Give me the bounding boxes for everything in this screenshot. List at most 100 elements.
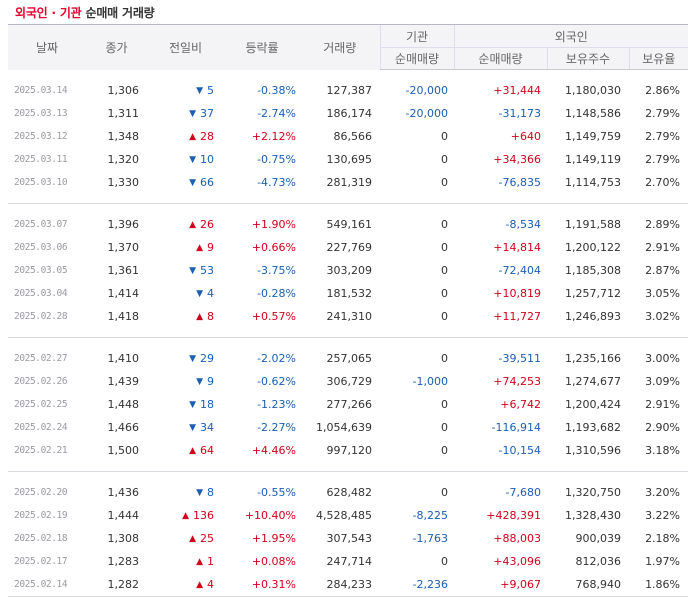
cell-foreign-holdings: 1,235,166 [547,347,629,370]
cell-institution-net: 0 [380,259,454,282]
cell-foreign-holdings: 1,149,119 [547,148,629,171]
group-spacer [8,462,688,472]
cell-foreign-holdings: 900,039 [547,527,629,550]
cell-institution-net: 0 [380,305,454,328]
triangle-up-icon: ▲ [189,132,196,142]
cell-change: ▼53 [147,259,224,282]
cell-rate: -0.62% [224,370,300,393]
header-volume[interactable]: 거래량 [300,25,380,70]
cell-change: ▲9 [147,236,224,259]
cell-change: ▼5 [147,79,224,102]
cell-institution-net: 0 [380,393,454,416]
cell-rate: -0.28% [224,282,300,305]
cell-rate: +2.12% [224,125,300,148]
triangle-down-icon: ▼ [196,86,203,96]
cell-close: 1,439 [86,370,147,393]
cell-institution-net: -20,000 [380,102,454,125]
cell-close: 1,370 [86,236,147,259]
cell-change: ▲8 [147,305,224,328]
cell-date: 2025.03.05 [8,259,86,282]
triangle-down-icon: ▼ [189,155,196,165]
triangle-up-icon: ▲ [189,220,196,230]
cell-foreign-net: +14,814 [454,236,547,259]
cell-change: ▲ 64 [147,439,224,462]
cell-volume: 186,174 [300,102,380,125]
cell-close: 1,361 [86,259,147,282]
cell-change: ▼10 [147,148,224,171]
cell-foreign-holdings: 1,200,424 [547,393,629,416]
cell-rate: -0.55% [224,481,300,504]
triangle-up-icon: ▲ [189,534,196,544]
cell-volume: 628,482 [300,481,380,504]
cell-change: ▲136 [147,504,224,527]
cell-change: ▼9 [147,370,224,393]
triangle-down-icon: ▼ [189,178,196,188]
cell-close: 1,500 [86,439,147,462]
cell-institution-net: -1,763 [380,527,454,550]
cell-close: 1,282 [86,573,147,596]
cell-date: 2025.02.17 [8,550,86,573]
cell-close: 1,283 [86,550,147,573]
header-institution-net[interactable]: 순매매량 [380,48,454,70]
header-rate[interactable]: 등락률 [224,25,300,70]
cell-foreign-net: -10,154 [454,439,547,462]
cell-foreign-ratio: 3.00% [629,347,688,370]
cell-volume: 227,769 [300,236,380,259]
cell-date: 2025.02.20 [8,481,86,504]
triangle-up-icon: ▲ [189,446,196,456]
cell-foreign-holdings: 1,180,030 [547,79,629,102]
cell-change-value: 1 [207,555,214,568]
cell-foreign-ratio: 1.86% [629,573,688,596]
cell-change-value: 64 [200,444,214,457]
header-foreign-group: 외국인 [454,25,688,48]
group-spacer [8,328,688,338]
cell-institution-net: 0 [380,171,454,194]
cell-institution-net: 0 [380,481,454,504]
cell-date: 2025.02.18 [8,527,86,550]
table-header: 날짜 종가 전일비 등락률 거래량 기관 외국인 순매매량 순매매량 보유주수 … [8,25,688,70]
cell-foreign-ratio: 3.02% [629,305,688,328]
cell-foreign-net: -72,404 [454,259,547,282]
header-foreign-holdings[interactable]: 보유주수 [547,48,629,70]
cell-close: 1,418 [86,305,147,328]
cell-change: ▲4 [147,573,224,596]
cell-rate: +0.57% [224,305,300,328]
header-foreign-net[interactable]: 순매매량 [454,48,547,70]
cell-foreign-holdings: 1,328,430 [547,504,629,527]
cell-foreign-net: +9,067 [454,573,547,596]
header-change[interactable]: 전일비 [147,25,224,70]
cell-rate: -2.02% [224,347,300,370]
header-close[interactable]: 종가 [86,25,147,70]
cell-close: 1,410 [86,347,147,370]
cell-change: ▲28 [147,125,224,148]
header-date[interactable]: 날짜 [8,25,86,70]
cell-foreign-ratio: 3.18% [629,439,688,462]
cell-foreign-net: +34,366 [454,148,547,171]
cell-close: 1,436 [86,481,147,504]
cell-date: 2025.02.19 [8,504,86,527]
cell-foreign-ratio: 3.20% [629,481,688,504]
cell-foreign-ratio: 2.91% [629,236,688,259]
cell-foreign-holdings: 768,940 [547,573,629,596]
cell-close: 1,330 [86,171,147,194]
cell-foreign-holdings: 1,114,753 [547,171,629,194]
header-foreign-ratio[interactable]: 보유율 [629,48,688,70]
cell-foreign-ratio: 2.79% [629,102,688,125]
cell-volume: 241,310 [300,305,380,328]
triangle-down-icon: ▼ [196,289,203,299]
cell-rate: -2.27% [224,416,300,439]
cell-institution-net: 0 [380,282,454,305]
cell-change: ▲1 [147,550,224,573]
cell-foreign-ratio: 2.18% [629,527,688,550]
cell-volume: 284,233 [300,573,380,596]
